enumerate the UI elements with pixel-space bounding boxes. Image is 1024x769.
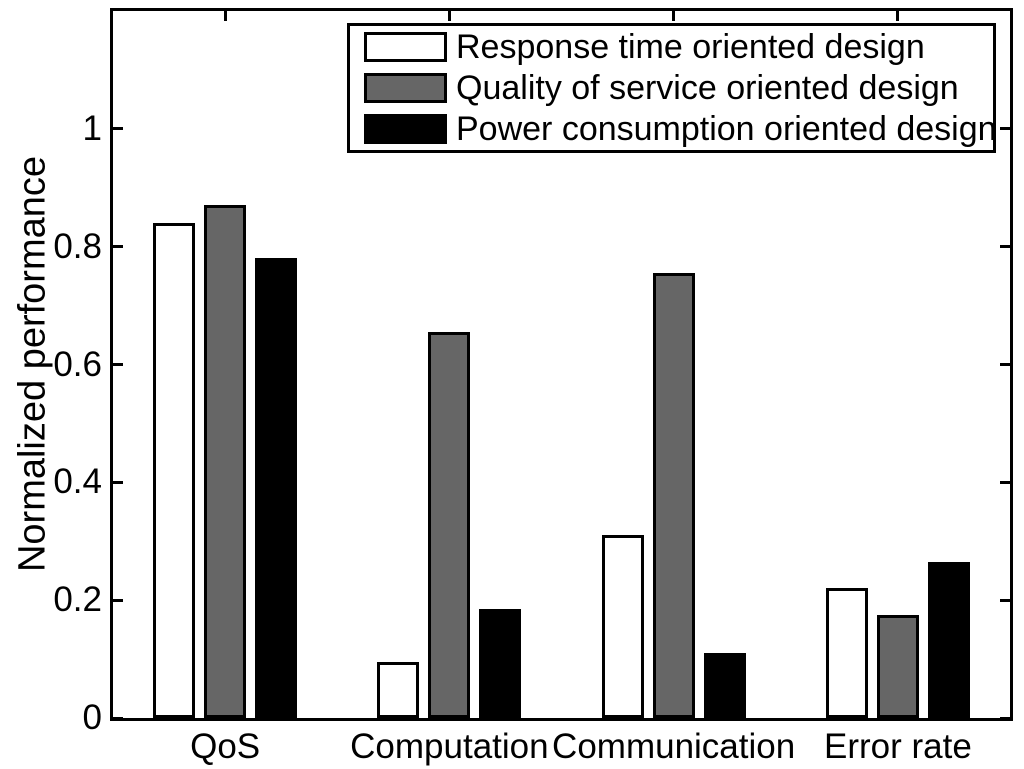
axis-tick	[447, 11, 451, 21]
x-tick-label-communication: Communication	[552, 727, 796, 766]
axis-tick	[113, 363, 123, 366]
axis-tick	[113, 480, 123, 484]
bar-power-consumption-oriented-design-error-rate	[927, 561, 970, 718]
legend: Response time oriented design Quality of…	[347, 23, 997, 153]
x-tick-label-error-rate: Error rate	[823, 727, 972, 766]
y-axis-title: Normalized performance	[11, 155, 54, 573]
axis-tick	[1000, 716, 1010, 720]
axis-tick	[672, 11, 676, 21]
axis-tick	[113, 245, 123, 249]
legend-item-quality-of-service: Quality of service oriented design	[350, 69, 993, 107]
bar-quality-of-service-oriented-design-communication	[652, 273, 695, 718]
legend-swatch-response-time	[364, 31, 447, 62]
y-tick-label-0: 0	[82, 698, 102, 737]
y-tick-label-0-6: 0.6	[53, 344, 102, 384]
bar-power-consumption-oriented-design-qos	[255, 258, 298, 718]
y-tick-label-0-4: 0.4	[53, 462, 102, 502]
legend-label-quality-of-service: Quality of service oriented design	[456, 68, 959, 107]
bar-quality-of-service-oriented-design-computation	[428, 332, 471, 718]
axis-tick	[223, 11, 227, 21]
bar-power-consumption-oriented-design-computation	[479, 609, 522, 718]
bar-quality-of-service-oriented-design-error-rate	[876, 614, 919, 718]
x-tick-label-computation: Computation	[350, 727, 549, 766]
axis-tick	[896, 11, 900, 21]
bar-response-time-oriented-design-computation	[377, 662, 420, 718]
bar-power-consumption-oriented-design-communication	[703, 653, 746, 718]
y-tick-label-0-8: 0.8	[53, 226, 102, 266]
legend-label-response-time: Response time oriented design	[456, 27, 925, 66]
axis-tick	[113, 127, 123, 131]
axis-tick	[113, 716, 123, 720]
axis-tick	[1000, 598, 1010, 602]
axis-tick	[113, 598, 123, 602]
y-tick-label-0-2: 0.2	[53, 580, 102, 620]
bar-response-time-oriented-design-error-rate	[825, 588, 868, 718]
y-tick-label-1: 1	[82, 108, 102, 148]
bar-response-time-oriented-design-communication	[601, 535, 644, 718]
axis-tick	[1000, 363, 1010, 366]
axis-tick	[1000, 127, 1010, 131]
legend-label-power-consumption: Power consumption oriented design	[456, 110, 997, 149]
legend-item-response-time: Response time oriented design	[350, 28, 993, 66]
axis-tick	[1000, 245, 1010, 249]
x-tick-label-qos: QoS	[190, 727, 261, 766]
bar-response-time-oriented-design-qos	[153, 223, 196, 718]
legend-item-power-consumption: Power consumption oriented design	[350, 110, 997, 148]
axis-tick	[1000, 480, 1010, 484]
legend-swatch-quality-of-service	[364, 72, 447, 103]
legend-swatch-power-consumption	[364, 114, 447, 145]
bar-quality-of-service-oriented-design-qos	[204, 205, 247, 718]
bars-layer	[113, 11, 1010, 718]
